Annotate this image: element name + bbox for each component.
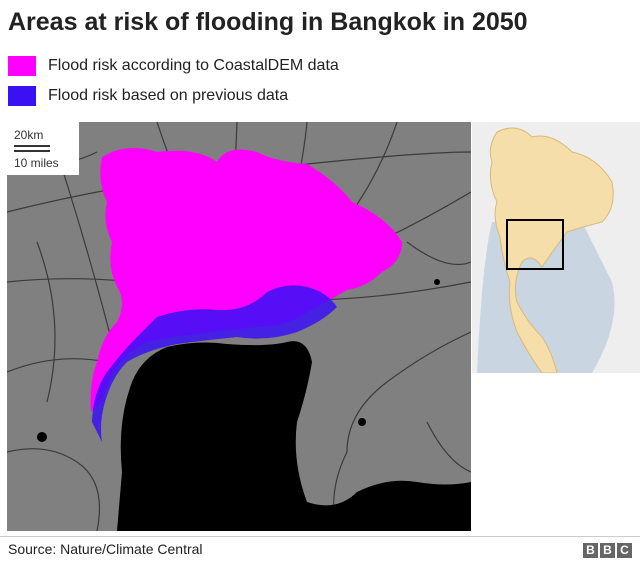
- thailand-locator-map: [472, 122, 640, 373]
- scale-label-miles: 10 miles: [14, 156, 59, 170]
- scale-label-km: 20km: [14, 128, 44, 142]
- bbc-logo-letter: C: [617, 543, 632, 558]
- bbc-logo: B B C: [583, 543, 632, 558]
- bbc-logo-letter: B: [600, 543, 615, 558]
- scale-line-km: [14, 145, 50, 147]
- bangkok-locator-box: [506, 219, 564, 270]
- source-credit: Source: Nature/Climate Central: [8, 541, 203, 557]
- legend-label-previous: Flood risk based on previous data: [48, 87, 289, 104]
- legend-label-coastaldem: Flood risk according to CoastalDEM data: [48, 57, 339, 74]
- map-title: Areas at risk of flooding in Bangkok in …: [8, 8, 528, 36]
- footer-divider: [0, 536, 640, 537]
- gulf-of-thailand: [117, 341, 471, 531]
- bangkok-flood-map: 20km 10 miles: [7, 122, 471, 531]
- water-body: [434, 279, 440, 285]
- legend-swatch-coastaldem: [8, 56, 36, 76]
- thailand-outline: [489, 127, 614, 373]
- flood-zone-coastaldem: [90, 148, 402, 412]
- legend-item-previous: Flood risk based on previous data: [8, 85, 339, 107]
- legend: Flood risk according to CoastalDEM data …: [8, 55, 339, 115]
- water-body: [358, 418, 366, 426]
- flood-zone-previous: [92, 285, 337, 442]
- scale-bar: 20km 10 miles: [7, 122, 79, 175]
- legend-item-coastaldem: Flood risk according to CoastalDEM data: [8, 55, 339, 77]
- water-body: [37, 432, 47, 442]
- map-canvas: [7, 122, 471, 531]
- locator-canvas: [472, 122, 640, 373]
- legend-swatch-previous: [8, 86, 36, 106]
- scale-line-miles: [14, 150, 50, 152]
- bbc-logo-letter: B: [583, 543, 598, 558]
